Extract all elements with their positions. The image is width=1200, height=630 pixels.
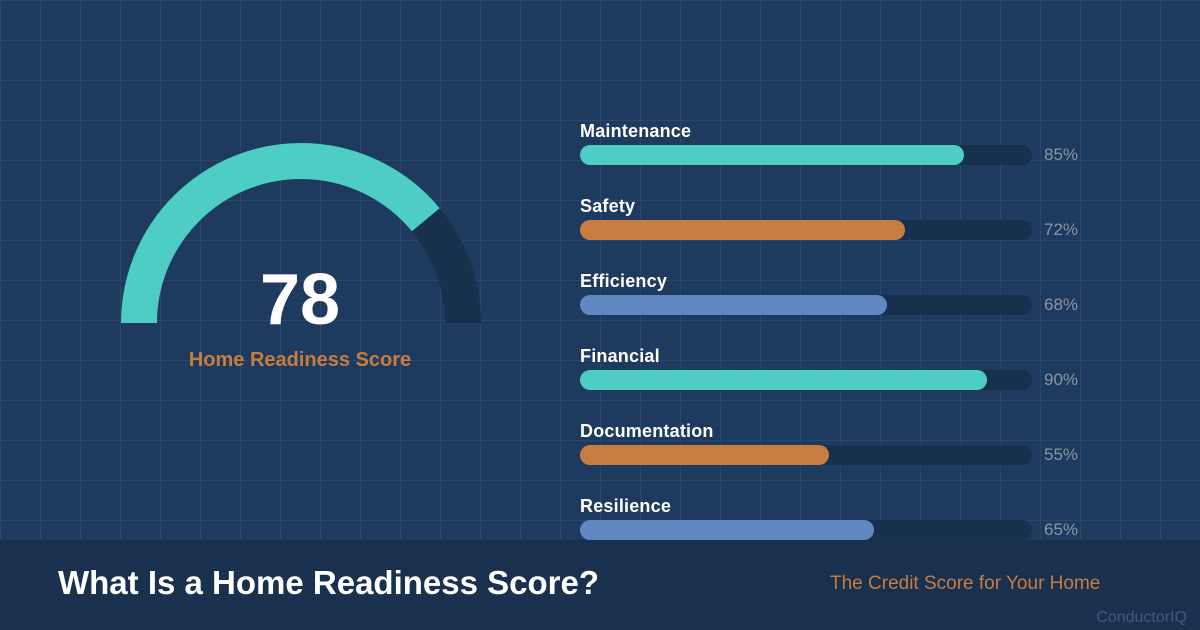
- bar-fill: [580, 520, 874, 540]
- bar-label: Maintenance: [580, 121, 692, 141]
- bar-label: Financial: [580, 346, 660, 366]
- bar-row-documentation: Documentation 55%: [580, 421, 1120, 469]
- bar-label: Documentation: [580, 421, 714, 441]
- tagline: The Credit Score for Your Home: [830, 573, 1101, 594]
- bar-track: [580, 370, 1032, 390]
- page-title: What Is a Home Readiness Score?: [58, 564, 600, 601]
- bar-fill: [580, 370, 987, 390]
- bar-percent-value: 90%: [1044, 370, 1079, 389]
- bar-row-efficiency: Efficiency 68%: [580, 271, 1120, 319]
- bar-track: [580, 220, 1032, 240]
- bar-row-maintenance: Maintenance 85%: [580, 121, 1120, 169]
- bar-track: [580, 445, 1032, 465]
- bar-label: Safety: [580, 196, 636, 216]
- bar-percent-value: 68%: [1044, 295, 1079, 314]
- bar-track: [580, 520, 1032, 540]
- bar-row-resilience: Resilience 65%: [580, 496, 1120, 544]
- bar-percent-value: 72%: [1044, 220, 1079, 239]
- brand-name: ConductorIQ: [1096, 609, 1187, 626]
- bar-track: [580, 295, 1032, 315]
- bar-fill: [580, 295, 888, 315]
- bar-fill: [580, 145, 965, 165]
- gauge-score-value: 78: [259, 260, 341, 340]
- bar-fill: [580, 445, 829, 465]
- bar-row-financial: Financial 90%: [580, 346, 1120, 394]
- bar-percent-value: 65%: [1044, 520, 1079, 539]
- bar-label: Efficiency: [580, 271, 668, 291]
- bar-percent-value: 55%: [1044, 445, 1079, 464]
- footer-band: What Is a Home Readiness Score? The Cred…: [0, 540, 1200, 630]
- bar-track: [580, 145, 1032, 165]
- bar-label: Resilience: [580, 496, 672, 516]
- bar-row-safety: Safety 72%: [580, 196, 1120, 244]
- bar-percent-value: 85%: [1044, 145, 1079, 164]
- gauge-fill-arc: [121, 143, 481, 324]
- gauge-score-caption: Home Readiness Score: [188, 349, 412, 371]
- bar-fill: [580, 220, 906, 240]
